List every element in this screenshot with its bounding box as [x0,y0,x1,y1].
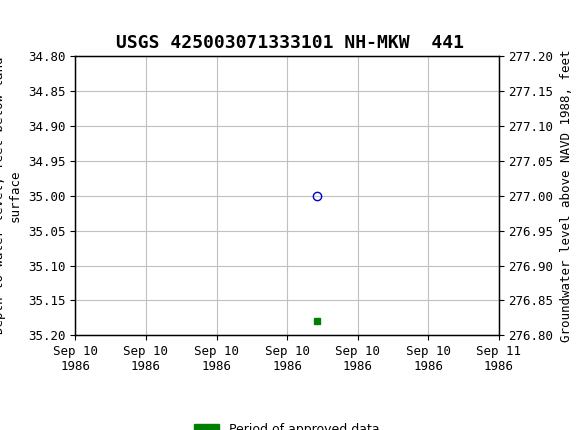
Y-axis label: Groundwater level above NAVD 1988, feet: Groundwater level above NAVD 1988, feet [560,49,574,342]
Text: USGS 425003071333101 NH-MKW  441: USGS 425003071333101 NH-MKW 441 [116,34,464,52]
Y-axis label: Depth to water level, feet below land
surface: Depth to water level, feet below land su… [0,57,21,335]
Legend: Period of approved data: Period of approved data [189,418,385,430]
Text: ≋ USGS: ≋ USGS [3,6,86,26]
